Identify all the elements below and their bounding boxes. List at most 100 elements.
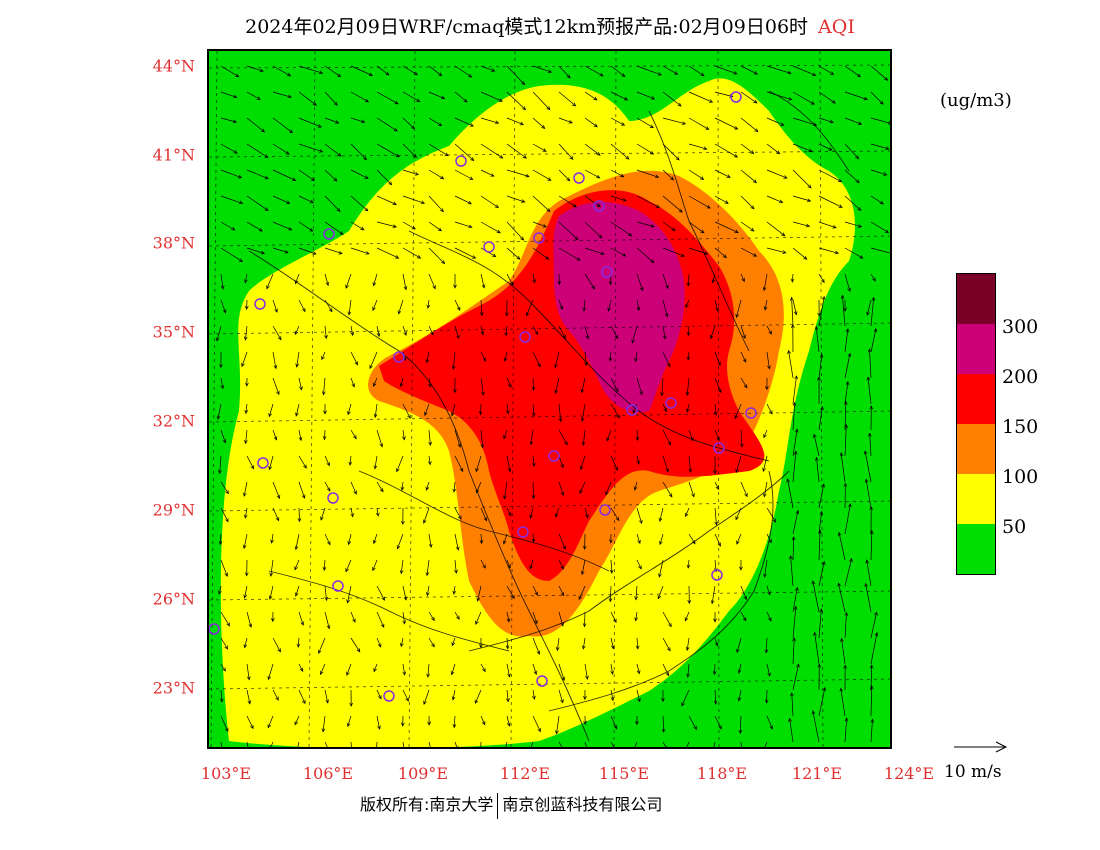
wind-vector [376, 221, 397, 228]
wind-vector-head [476, 597, 481, 602]
wind-vector-head [426, 673, 431, 678]
wind-vector-head [735, 516, 739, 521]
wind-vector [766, 325, 772, 335]
wind-vector-head [743, 384, 748, 389]
wind-vector-head [560, 565, 564, 570]
wind-vector [220, 637, 228, 650]
wind-vector-head [735, 313, 739, 319]
wind-vector [426, 481, 430, 491]
wind-vector [844, 221, 862, 228]
wind-vector-head [400, 642, 404, 648]
wind-vector-head [302, 699, 306, 705]
wind-vector-head [572, 203, 577, 208]
wind-vector-head [579, 465, 584, 471]
wind-vector-head [438, 72, 443, 77]
wind-vector-head [397, 310, 402, 315]
wind-vector [792, 91, 815, 105]
legend-label-200: 200 [1002, 366, 1039, 388]
wind-vector-head [624, 96, 629, 101]
wind-vector-head [483, 517, 488, 522]
legend-swatch-0 [957, 274, 995, 324]
wind-vector [818, 687, 826, 717]
wind-vector [818, 117, 834, 123]
wind-vector [480, 403, 482, 415]
wind-vector-head [713, 700, 718, 705]
wind-vector [503, 533, 508, 545]
wind-vector-head [869, 529, 874, 535]
wind-vector [736, 533, 742, 545]
wind-vector [662, 143, 680, 161]
wind-vector-head [425, 486, 430, 491]
wind-vector [555, 377, 560, 394]
wind-vector [685, 299, 690, 308]
wind-vector-head [416, 255, 422, 259]
wind-vector [636, 117, 654, 129]
wind-vector [687, 351, 690, 361]
wind-vector-head [742, 358, 747, 363]
wind-vector-head [425, 572, 430, 577]
wind-vector-head [268, 413, 272, 418]
wind-vector-head [325, 281, 330, 287]
wind-vector [558, 741, 563, 747]
wind-vector [402, 403, 411, 419]
wind-vector-head [879, 200, 884, 205]
wind-vector [272, 143, 290, 155]
wind-vector [740, 585, 747, 600]
wind-vector [844, 381, 849, 405]
wind-vector [477, 585, 482, 602]
wind-vector [740, 481, 748, 497]
wind-vector-head [668, 623, 672, 628]
wind-vector [558, 117, 573, 124]
wind-vector-head [735, 468, 739, 473]
wind-vector [350, 117, 365, 123]
wind-vector [636, 65, 662, 76]
wind-vector-head [581, 645, 586, 650]
wind-vector [792, 195, 811, 202]
wind-vector-head [377, 643, 382, 648]
wind-vector-head [819, 510, 824, 515]
wind-vector-head [658, 517, 663, 522]
wind-vector [554, 351, 560, 368]
wind-vector-head [742, 617, 747, 622]
wind-vector-head [622, 252, 627, 257]
wind-vector-head [839, 452, 844, 457]
wind-vector [766, 221, 786, 237]
wind-vector [866, 560, 872, 587]
wind-vector [428, 91, 445, 100]
wind-vector-head [767, 591, 771, 596]
wind-vector [558, 481, 564, 496]
wind-vector [324, 455, 330, 466]
wind-vector [272, 91, 292, 98]
wind-vector-head [246, 746, 250, 747]
wind-vector [453, 351, 456, 370]
wind-vector-head [750, 150, 755, 154]
wind-vector [296, 351, 300, 367]
wind-vector-head [326, 625, 331, 630]
wind-vector-head [396, 468, 400, 473]
wind-vector-head [576, 257, 581, 261]
wind-vector-head [233, 94, 238, 99]
wind-vector-head [665, 672, 670, 677]
wind-vector [298, 117, 322, 128]
wind-vector-head [566, 177, 571, 182]
wind-vector [844, 503, 851, 535]
wind-vector-head [264, 154, 269, 158]
wind-vector-head [337, 152, 342, 157]
wind-vector-head [879, 100, 884, 105]
city-station-marker [519, 331, 531, 343]
wind-vector-head [294, 330, 299, 336]
wind-vector [688, 117, 709, 130]
wind-vector-head [635, 721, 639, 726]
wind-vector-head [422, 519, 427, 524]
wind-vector-head [867, 348, 872, 353]
wind-vector [662, 715, 665, 733]
wind-vector-head [752, 253, 758, 257]
wind-vector [373, 663, 378, 672]
wind-vector-head [843, 307, 847, 312]
wind-vector-head [814, 456, 819, 461]
wind-vector [218, 585, 222, 595]
wind-vector [532, 637, 540, 655]
wind-vector [792, 429, 798, 457]
wind-vector [532, 611, 538, 624]
wind-vector-head [764, 699, 769, 704]
